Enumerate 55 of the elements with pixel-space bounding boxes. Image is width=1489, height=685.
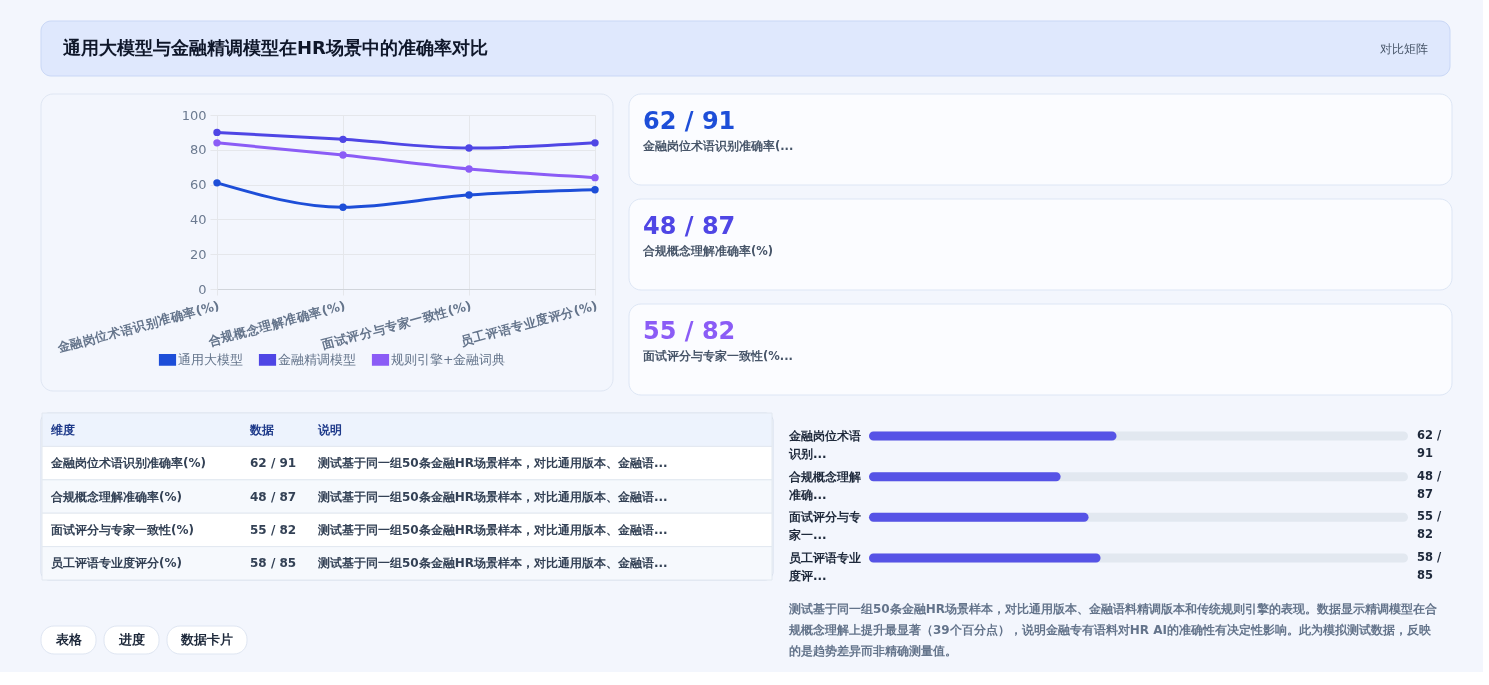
category-label: 金融岗位术语识别准确率(... xyxy=(642,139,794,153)
text: 数据卡片 xyxy=(180,632,233,647)
text: 说明 xyxy=(317,422,342,437)
data-label: 48 / 87 xyxy=(250,489,297,504)
legend-label: 金融精调模型 xyxy=(278,351,356,367)
point xyxy=(591,139,599,147)
text: 48 / 87 xyxy=(643,212,736,240)
text: 对比矩阵 xyxy=(1380,42,1428,56)
point xyxy=(339,135,347,144)
text: 测试基于同一组50条金融HR场景样本，对比通用版本、金融语... xyxy=(317,556,668,571)
text: 55 / 82 xyxy=(643,317,736,345)
legend-label: 规则引擎+金融词典 xyxy=(391,351,506,367)
text: 进度 xyxy=(117,632,145,647)
y-tick-label: 金融岗位术语识别... xyxy=(788,429,861,461)
y-tick-label: 员工评语专业度评... xyxy=(788,551,861,583)
text: 55 / 82 xyxy=(1417,509,1442,542)
y-tick-label: 面试评分与专家一... xyxy=(788,510,861,543)
category-label: 面试评分与专家一致性(%... xyxy=(642,349,793,363)
y-tick-label: 0 xyxy=(198,281,207,297)
data-label: 62 / 91 xyxy=(250,456,297,471)
text: 表格 xyxy=(54,632,83,647)
point xyxy=(465,191,473,199)
point xyxy=(591,173,599,182)
text: 通用大模型与金融精调模型在HR场景中的准确率对比 xyxy=(62,37,488,58)
text: 62 / 91 xyxy=(1417,428,1442,460)
point xyxy=(339,203,347,211)
y-tick-label: 100 xyxy=(181,107,207,123)
y-tick-label: 60 xyxy=(189,177,207,193)
point xyxy=(339,151,347,159)
category-label: 面试评分与专家一致性(%) xyxy=(50,522,194,537)
y-tick-label: 20 xyxy=(189,246,207,262)
point xyxy=(465,144,473,152)
point xyxy=(213,128,221,137)
text: 测试基于同一组50条金融HR场景样本，对比通用版本、金融语... xyxy=(317,456,668,471)
text: 维度 xyxy=(50,422,75,437)
text: 数据 xyxy=(249,422,274,437)
text: 48 / 87 xyxy=(1417,468,1442,501)
category-label: 合规概念理解准确率(%) xyxy=(642,244,774,258)
data-label: 55 / 82 xyxy=(250,522,297,537)
text: 测试基于同一组50条金融HR场景样本，对比通用版本、金融语... xyxy=(317,522,668,537)
category-label: 合规概念理解准确率(%) xyxy=(50,489,182,504)
text: 测试基于同一组50条金融HR场景样本，对比通用版本、金融语料精调版本和传统规则引擎的表现。数据显示精调模型在合规概念理解上提升最显著（39个百分点），说明金融专有语料对HR AI的准确性有决定性影响。此为模拟测试数据，反映的是趋势差异而非精确测量值。 xyxy=(788,602,1438,658)
y-tick-label: 80 xyxy=(189,142,207,158)
point xyxy=(591,186,599,194)
text: 测试基于同一组50条金融HR场景样本，对比通用版本、金融语... xyxy=(317,489,668,504)
category-label: 金融岗位术语识别准确率(%) xyxy=(50,456,206,471)
legend-label: 通用大模型 xyxy=(178,351,243,367)
y-tick-label: 40 xyxy=(189,211,207,227)
category-label: 员工评语专业度评分(%) xyxy=(51,556,182,571)
data-label: 58 / 85 xyxy=(250,556,297,571)
text: 62 / 91 xyxy=(643,107,736,135)
text: 58 / 85 xyxy=(1417,550,1442,582)
point xyxy=(213,139,221,147)
point xyxy=(465,165,473,173)
y-tick-label: 合规概念理解准确... xyxy=(788,469,861,502)
